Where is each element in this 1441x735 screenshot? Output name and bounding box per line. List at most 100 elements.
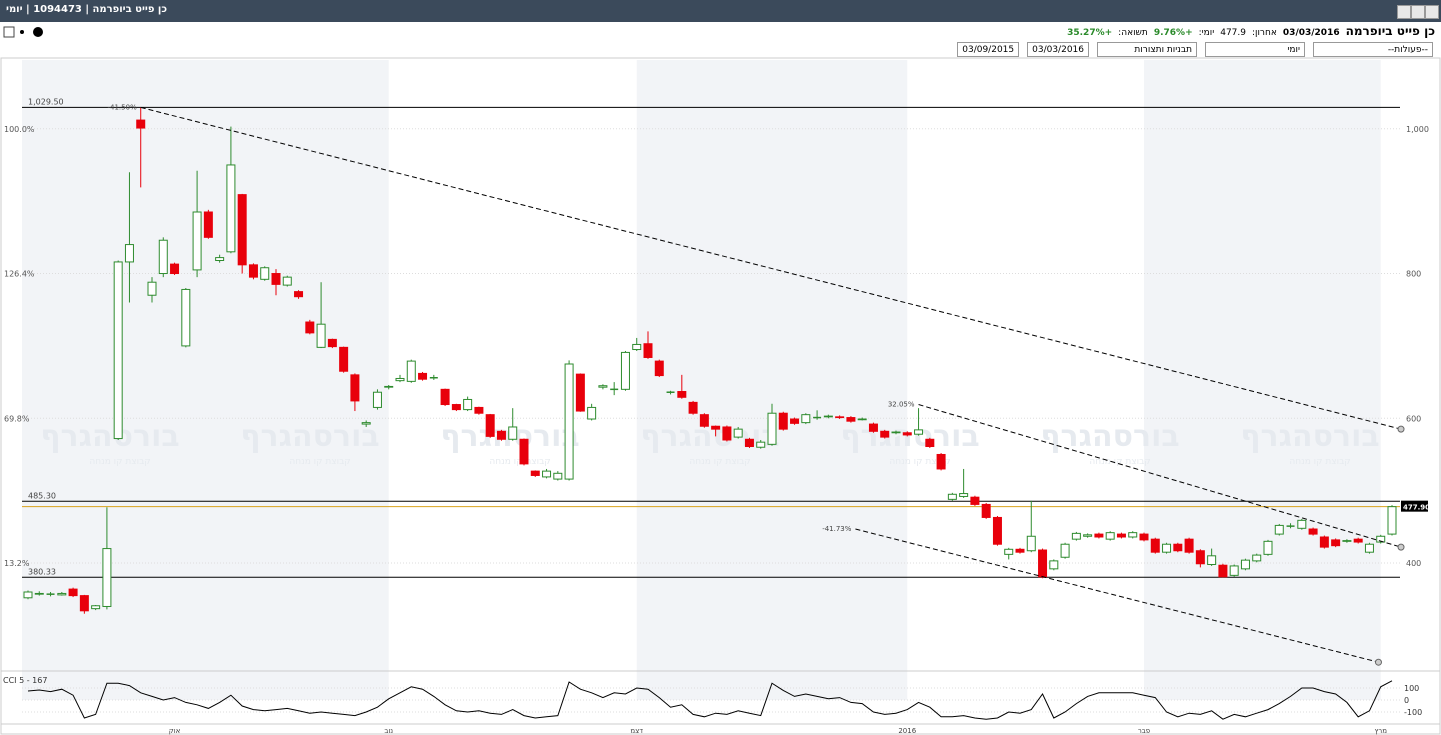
candle-body [271,273,281,285]
actions: --פעולות-- [1387,44,1428,55]
candle-body [542,470,552,478]
candle-body [959,493,969,497]
actions-select[interactable]: --פעולות-- [1313,42,1433,57]
candle-body [1274,524,1284,535]
candle-body [1387,506,1397,535]
trendline-label: -41.50% [108,103,138,111]
x-tick-label: מרץ [1374,727,1387,735]
candle-body [936,453,946,470]
stock-name: כן פייט ביופרמה [1345,24,1435,38]
candle-body [711,425,721,430]
candle-body [418,372,428,380]
candle-body [23,591,33,599]
month-band [22,60,389,700]
candle-body [1071,532,1081,540]
candle-body [327,338,337,348]
candle-body [170,263,180,275]
toolbar-icons [3,26,43,38]
y-tick-label: 800 [1406,270,1421,279]
candle-body [384,385,394,388]
candle-body [722,426,732,441]
left-tick-label: 13.2% [4,559,30,568]
dot-icon[interactable] [33,27,43,37]
candle-body [1184,538,1194,553]
candle-body [868,423,878,432]
candle-body [914,429,924,435]
candle-body [1297,519,1307,529]
edit-icon[interactable] [3,26,15,38]
candle-body [79,595,89,612]
close[interactable] [1425,5,1439,19]
last-label: אחרון: [1252,28,1277,38]
window-title: כן פייט ביופרמה | 1094473 | יומי [6,4,168,15]
candle-body [1353,538,1363,543]
candle-body [981,503,991,518]
candle-body [147,281,157,296]
candle-body [305,321,315,334]
candle-body [947,493,957,500]
candle-body [902,432,912,436]
candle-body [643,343,653,358]
candle-body [372,391,382,408]
candle-body [1128,532,1138,538]
candle-body [395,377,405,382]
indicator-name: CCI 5 - 167 [3,676,47,685]
maximize[interactable] [1411,5,1425,19]
controls: --פעולות-- יומי תבניות ותצורות 03/03/201… [957,42,1433,57]
candle-body [1207,555,1217,565]
x-tick-label: פבר [1138,727,1150,735]
minimize[interactable] [1397,5,1411,19]
candle-body [474,406,484,414]
watermark-sub: קבוצת קו מנחה [289,457,350,467]
watermark: בורסהגרף [1040,419,1179,454]
period-select[interactable]: יומי [1205,42,1305,57]
candle-body [564,363,574,480]
x-tick-label: נוב [384,727,393,735]
date-to[interactable]: 03/03/2016 [1027,42,1089,57]
watermark-sub: קבוצת קו מנחה [489,457,550,467]
candle-body [248,264,258,278]
candle-body [1162,543,1172,553]
x-tick-label: 2016 [898,727,916,735]
trendline-label: -41.73% [822,525,852,533]
candle-body [733,428,743,438]
candle-body [688,401,698,414]
candle-body [1015,548,1025,553]
candle-body [203,211,213,238]
date-from[interactable]: 03/09/2015 [957,42,1020,57]
patterns-select[interactable]: תבניות ותצורות [1097,42,1197,57]
return-label: תשואה: [1118,28,1148,38]
left-tick-label: 100.0% [4,125,35,134]
patterns: תבניות ותצורות [1134,44,1192,55]
candle-body [1229,565,1239,576]
share-icon[interactable] [20,30,24,34]
candle-body [508,426,518,440]
indicator-tick-label: 0 [1404,696,1409,705]
daily: +9.76% [1153,28,1193,38]
candle-body [857,418,867,421]
date: 03/03/2016 [1282,28,1340,38]
left-tick-label: 69.8% [4,414,30,423]
candle-body [1116,533,1126,538]
period: יומי [1287,44,1300,55]
candle-body [925,438,935,448]
x-tick-label: אוק [169,727,181,735]
watermark: בורסהגרף [840,419,979,454]
title-bar: כן פייט ביופרמה | 1094473 | יומי [0,0,1441,22]
candle-body [587,406,597,420]
candle-body [1376,535,1386,543]
candle-body [136,119,146,129]
candle-body [1195,550,1205,565]
trendline [855,528,1379,663]
candle-body [1083,534,1093,537]
level-label: 380.33 [28,567,56,576]
candle-body [361,422,371,425]
watermark-sub: קבוצת קו מנחה [1089,457,1150,467]
trendline-end [1397,425,1405,433]
candle-body [1173,543,1183,552]
candle-body [1139,533,1149,541]
candle-body [620,351,630,390]
candle-body [699,414,709,427]
